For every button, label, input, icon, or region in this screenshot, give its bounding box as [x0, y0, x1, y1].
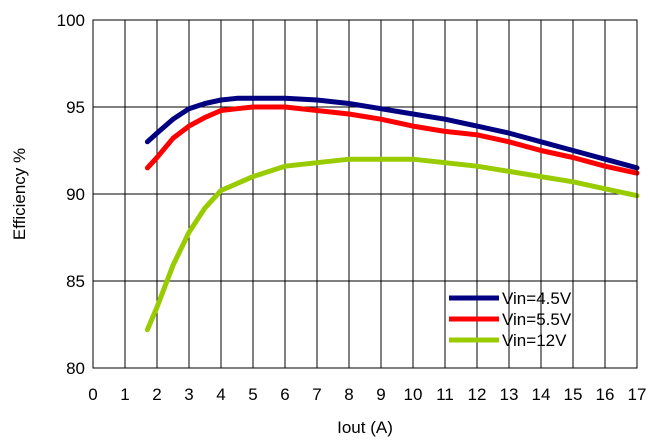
y-tick-label: 85 — [66, 272, 85, 291]
y-tick-label: 90 — [66, 185, 85, 204]
series-line-3 — [144, 156, 640, 333]
x-tick-label: 5 — [248, 385, 257, 404]
x-axis-label: Iout (A) — [337, 418, 393, 437]
x-tick-label: 16 — [596, 385, 615, 404]
x-tick-label: 7 — [312, 385, 321, 404]
x-tick-label: 8 — [344, 385, 353, 404]
x-tick-label: 12 — [468, 385, 487, 404]
y-axis-label: Efficiency % — [10, 148, 29, 240]
y-tick-labels: 80 85 90 95 100 — [57, 11, 85, 378]
series-line-2 — [144, 104, 640, 176]
x-tick-label: 4 — [216, 385, 225, 404]
x-tick-label: 11 — [436, 385, 454, 404]
x-tick-label: 0 — [88, 385, 97, 404]
y-tick-label: 80 — [66, 359, 85, 378]
x-tick-labels: 0 1 2 3 4 5 6 7 8 9 10 11 12 13 14 15 16 17 — [88, 385, 646, 404]
x-tick-label: 6 — [280, 385, 289, 404]
x-tick-label: 15 — [564, 385, 583, 404]
series-line-1 — [144, 95, 640, 171]
legend-label-3: Vin=12V — [502, 331, 567, 350]
x-tick-label: 2 — [152, 385, 161, 404]
x-tick-label: 3 — [184, 385, 193, 404]
y-tick-label: 95 — [66, 98, 85, 117]
legend-label-2: Vin=5.5V — [502, 310, 572, 329]
x-tick-label: 13 — [500, 385, 519, 404]
y-tick-label: 100 — [57, 11, 85, 30]
legend: Vin=4.5V Vin=5.5V Vin=12V — [449, 289, 572, 350]
x-tick-label: 1 — [120, 385, 129, 404]
legend-label-1: Vin=4.5V — [502, 289, 572, 308]
plot-area-frame — [92, 19, 638, 369]
x-tick-label: 10 — [404, 385, 423, 404]
x-tick-label: 9 — [376, 385, 385, 404]
series-lines — [144, 95, 640, 333]
x-tick-label: 17 — [628, 385, 647, 404]
x-tick-label: 14 — [532, 385, 551, 404]
